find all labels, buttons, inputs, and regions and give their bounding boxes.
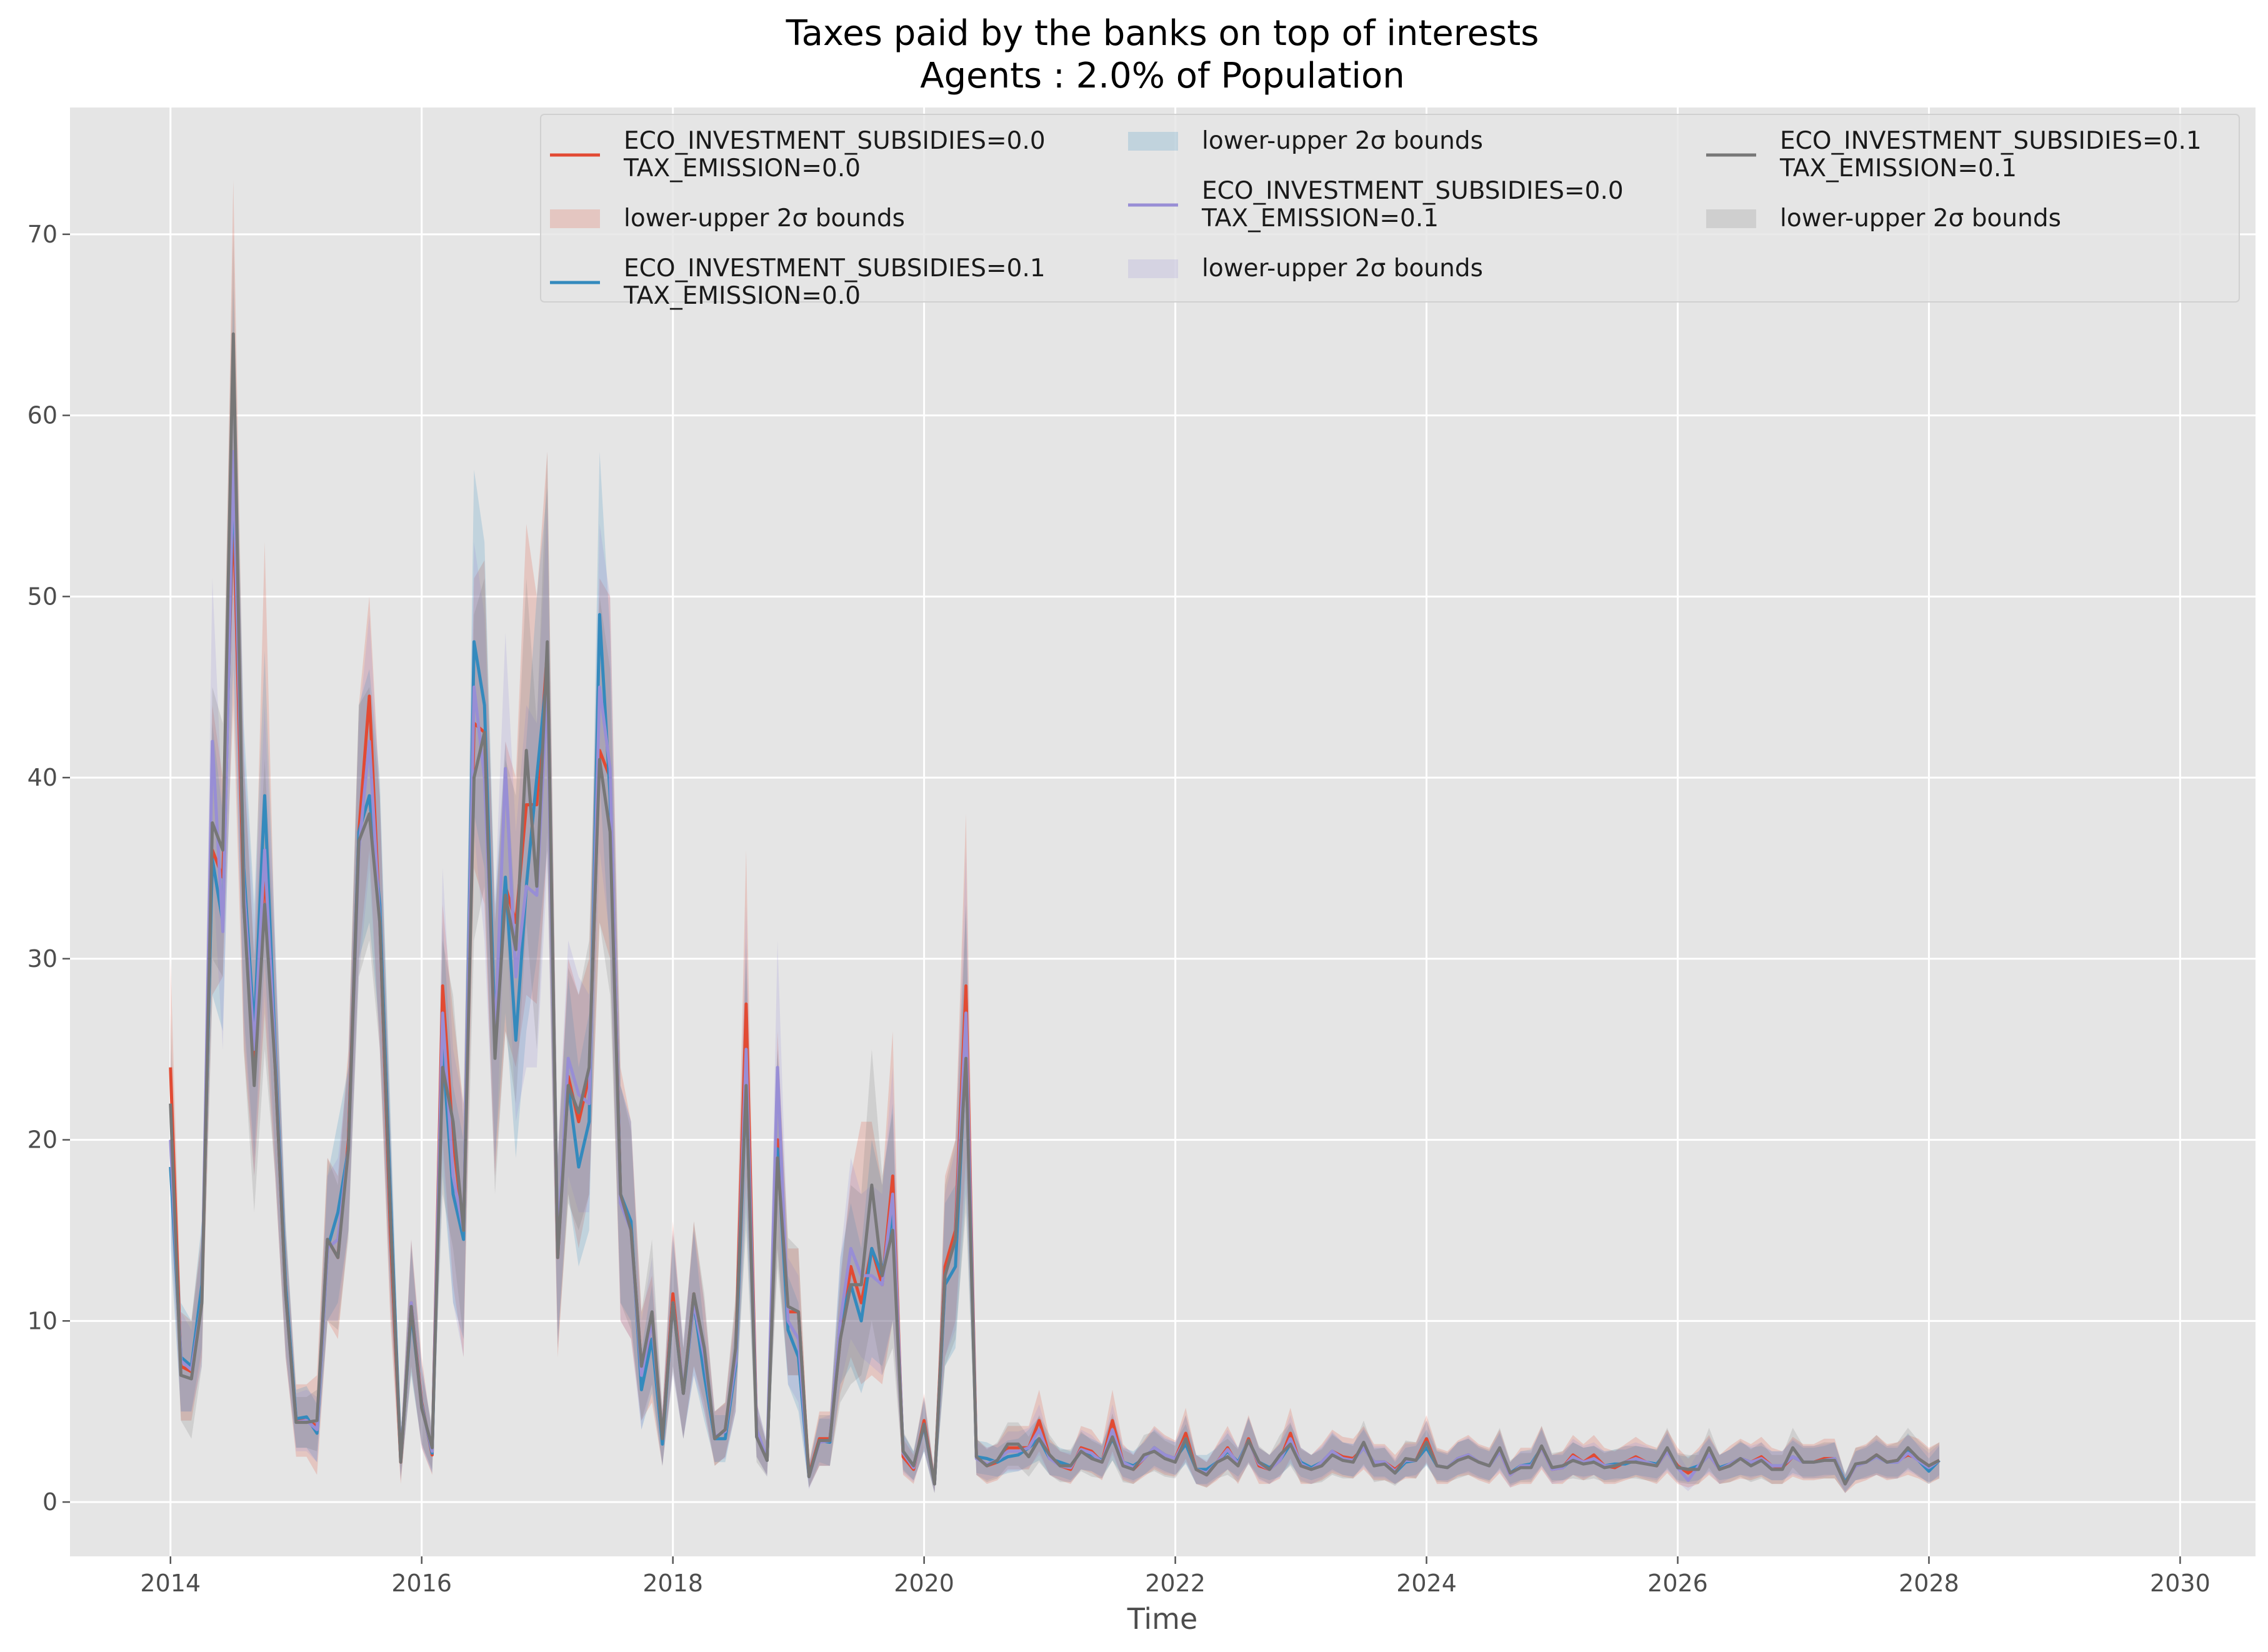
legend-label: ECO_INVESTMENT_SUBSIDIES=0.1 (624, 254, 1046, 283)
y-tick-label: 30 (27, 945, 57, 973)
x-tick-label: 2020 (894, 1569, 954, 1597)
x-tick-label: 2026 (1647, 1569, 1708, 1597)
x-tick-label: 2018 (642, 1569, 703, 1597)
x-axis-label: Time (1127, 1602, 1198, 1636)
y-tick-label: 50 (27, 583, 57, 610)
legend-label: TAX_EMISSION=0.1 (1779, 154, 2017, 183)
series-line-4 (169, 332, 1941, 1486)
confidence-band-4 (170, 234, 1940, 1493)
legend-label: TAX_EMISSION=0.0 (623, 282, 861, 310)
legend-label: lower-upper 2σ bounds (1780, 204, 2061, 233)
legend-label: lower-upper 2σ bounds (1202, 127, 1483, 155)
legend-label: ECO_INVESTMENT_SUBSIDIES=0.0 (624, 127, 1046, 155)
legend-label: TAX_EMISSION=0.0 (623, 154, 861, 183)
legend-label: lower-upper 2σ bounds (1202, 254, 1483, 283)
legend-band-swatch (1128, 259, 1178, 278)
plot-area (70, 108, 2256, 1556)
x-tick-label: 2028 (1899, 1569, 1959, 1597)
legend-box (540, 114, 2240, 303)
legend-label: ECO_INVESTMENT_SUBSIDIES=0.0 (1202, 177, 1624, 205)
chart-title: Taxes paid by the banks on top of intere… (786, 13, 1539, 54)
axis-ticks: 2014 2016 2018 2020 2022 2024 2026 2028 20300102… (27, 221, 2211, 1597)
legend-band-swatch (550, 209, 600, 228)
legend-band-swatch (1128, 132, 1178, 151)
grid-lines (70, 108, 2256, 1556)
y-tick-label: 0 (42, 1488, 57, 1516)
x-tick-label: 2016 (391, 1569, 452, 1597)
x-tick-label: 2024 (1396, 1569, 1457, 1597)
y-tick-label: 40 (27, 764, 57, 791)
series-lines (169, 332, 1941, 1486)
y-tick-label: 20 (27, 1126, 57, 1154)
legend-label: lower-upper 2σ bounds (624, 204, 905, 233)
legend-label: ECO_INVESTMENT_SUBSIDIES=0.1 (1780, 127, 2202, 155)
x-tick-label: 2030 (2150, 1569, 2211, 1597)
y-tick-label: 10 (27, 1307, 57, 1334)
legend-band-swatch (1706, 209, 1756, 228)
chart-subtitle: Agents : 2.0% of Population (920, 56, 1404, 96)
x-tick-label: 2022 (1145, 1569, 1206, 1597)
legend-label: TAX_EMISSION=0.1 (1201, 204, 1439, 233)
y-tick-label: 70 (27, 221, 57, 248)
x-tick-label: 2014 (140, 1569, 201, 1597)
legend: ECO_INVESTMENT_SUBSIDIES=0.0TAX_EMISSION… (540, 114, 2240, 310)
y-tick-label: 60 (27, 402, 57, 429)
